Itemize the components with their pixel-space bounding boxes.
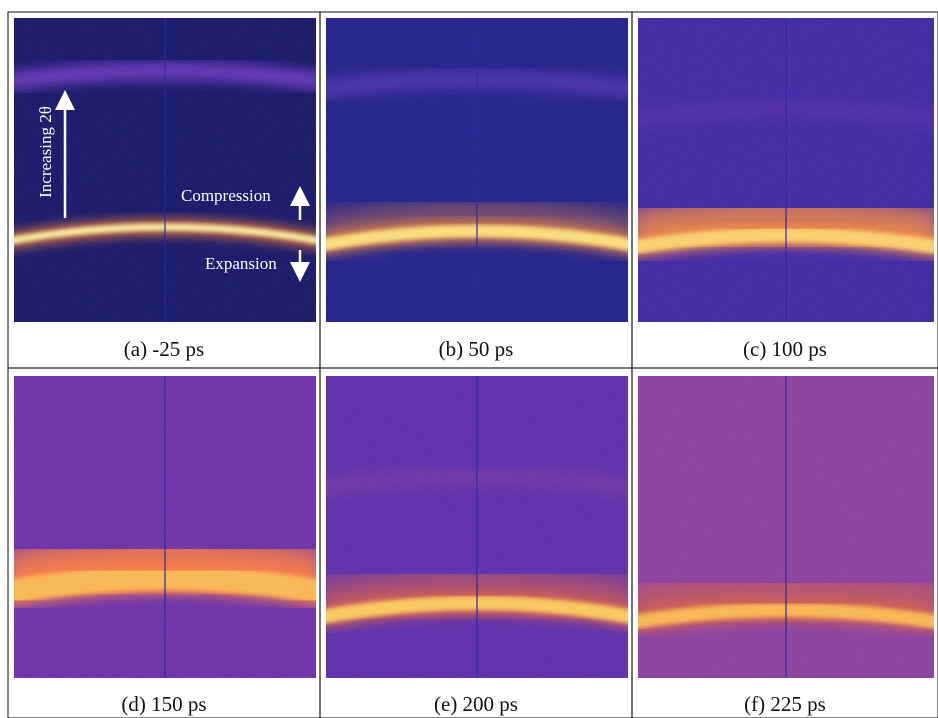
caption: (a) -25 ps [124,337,204,361]
panel: (d) 150 ps [7,367,321,718]
detector-image [326,376,628,678]
annotation: Increasing 2θ [36,106,55,198]
detector-image [14,18,316,322]
detector-image [638,376,934,678]
panel: (c) 100 ps [631,11,938,369]
panel: (e) 200 ps [319,367,633,718]
annotations: Increasing 2θ Compression Expansion [36,90,310,282]
caption: (d) 150 ps [121,692,206,716]
detector-image [14,376,316,678]
panels: (a) -25 ps (b) 50 ps (c) 100 ps (d) 150 ps (… [7,11,938,718]
panel-border [631,367,938,718]
caption: (f) 225 ps [744,692,826,716]
annotation: Compression [181,186,271,205]
panel: (f) 225 ps [631,367,938,718]
annotation: Expansion [205,254,277,273]
caption: (e) 200 ps [434,692,518,716]
detector-image [326,18,628,322]
detector-image [638,18,934,322]
panel: (b) 50 ps [319,11,633,369]
panel: (a) -25 ps [7,11,321,369]
caption: (c) 100 ps [743,337,827,361]
caption: (b) 50 ps [439,337,514,361]
